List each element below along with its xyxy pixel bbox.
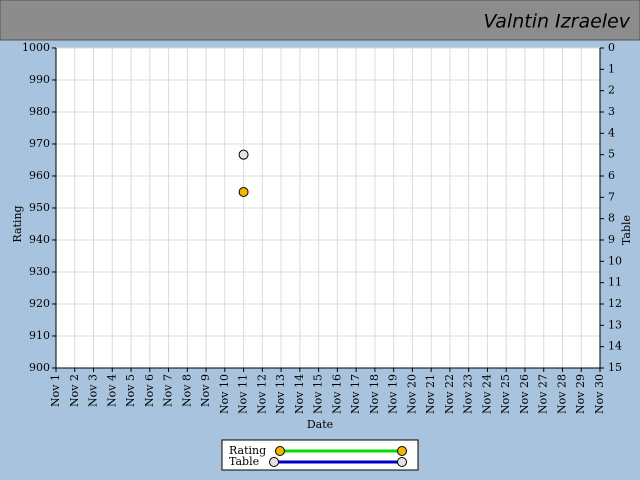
x-tick-label: Nov 30 xyxy=(593,374,606,414)
legend-marker xyxy=(269,457,279,467)
legend-label: Rating xyxy=(229,444,266,457)
y-tick-label: 960 xyxy=(29,169,50,182)
legend-marker xyxy=(397,446,407,456)
legend-marker xyxy=(275,446,285,456)
x-tick-label: Nov 28 xyxy=(555,374,568,414)
grid xyxy=(55,47,601,369)
y2-tick-label: 14 xyxy=(608,340,622,353)
x-tick-label: Nov 19 xyxy=(387,374,400,414)
y2-tick-label: 7 xyxy=(608,190,615,203)
x-tick-label: Nov 1 xyxy=(49,374,62,407)
x-tick-label: Nov 24 xyxy=(480,374,493,414)
x-tick-label: Nov 27 xyxy=(537,374,550,414)
x-tick-label: Nov 2 xyxy=(68,374,81,407)
y-tick-label: 940 xyxy=(29,233,50,246)
y2-tick-label: 15 xyxy=(608,361,622,374)
y2-tick-label: 4 xyxy=(608,126,615,139)
y-tick-label: 900 xyxy=(29,361,50,374)
x-tick-label: Nov 13 xyxy=(274,374,287,414)
x-tick-label: Nov 12 xyxy=(255,374,268,414)
y-tick-label: 1000 xyxy=(22,41,50,54)
x-axis-label: Date xyxy=(307,418,333,431)
data-point xyxy=(238,187,249,197)
x-tick-label: Nov 29 xyxy=(574,374,587,414)
x-tick-label: Nov 26 xyxy=(518,374,531,414)
y2-tick-label: 12 xyxy=(608,297,622,310)
x-tick-label: Nov 16 xyxy=(330,374,343,414)
x-tick-label: Nov 20 xyxy=(405,374,418,414)
x-tick-label: Nov 25 xyxy=(499,374,512,414)
x-tick-label: Nov 6 xyxy=(143,374,156,407)
user-name: Valntin Izraelev xyxy=(484,11,631,33)
y2-tick-label: 0 xyxy=(608,41,615,54)
y2-tick-label: 3 xyxy=(608,105,615,118)
x-tick-label: Nov 21 xyxy=(424,374,437,414)
y2-axis-label: Table xyxy=(620,215,633,245)
x-tick-label: Nov 15 xyxy=(312,374,325,414)
header-bar xyxy=(0,0,640,41)
y2-tick-label: 8 xyxy=(608,212,615,225)
y-tick-label: 930 xyxy=(29,265,50,278)
data-point xyxy=(238,149,249,160)
x-tick-label: Nov 14 xyxy=(293,374,306,414)
x-tick-label: Nov 17 xyxy=(349,374,362,414)
y-tick-label: 950 xyxy=(29,201,50,214)
y-tick-label: 990 xyxy=(29,73,50,86)
y2-tick-label: 5 xyxy=(608,148,615,161)
legend xyxy=(221,439,419,471)
y-tick-label: 910 xyxy=(29,329,50,342)
y-tick-label: 970 xyxy=(29,137,50,150)
x-tick-label: Nov 5 xyxy=(124,374,137,407)
y2-tick-label: 11 xyxy=(608,276,622,289)
y2-tick-label: 13 xyxy=(608,318,622,331)
y2-tick-label: 10 xyxy=(608,254,622,267)
y2-tick-label: 2 xyxy=(608,84,615,97)
x-tick-label: Nov 3 xyxy=(87,374,100,407)
x-tick-label: Nov 22 xyxy=(443,374,456,414)
x-tick-label: Nov 9 xyxy=(199,374,212,407)
x-tick-label: Nov 8 xyxy=(180,374,193,407)
legend-label: Table xyxy=(229,455,259,468)
x-tick-label: Nov 23 xyxy=(462,374,475,414)
x-tick-label: Nov 10 xyxy=(218,374,231,414)
y2-tick-label: 1 xyxy=(608,62,615,75)
x-tick-label: Nov 18 xyxy=(368,374,381,414)
x-tick-label: Nov 7 xyxy=(162,374,175,407)
y-tick-label: 920 xyxy=(29,297,50,310)
x-tick-label: Nov 4 xyxy=(105,374,118,407)
x-tick-label: Nov 11 xyxy=(237,374,250,414)
y-tick-label: 980 xyxy=(29,105,50,118)
y2-tick-label: 6 xyxy=(608,169,615,182)
y-axis-label: Rating xyxy=(11,205,24,242)
y2-tick-label: 9 xyxy=(608,233,615,246)
legend-marker xyxy=(397,457,407,467)
